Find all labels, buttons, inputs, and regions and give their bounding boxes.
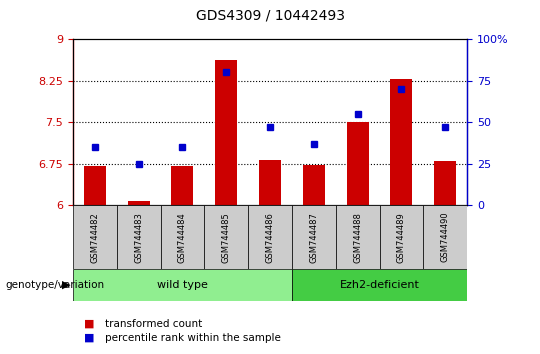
Bar bbox=[292, 205, 336, 269]
Bar bbox=[347, 122, 368, 205]
Bar bbox=[303, 165, 325, 205]
Bar bbox=[172, 166, 193, 205]
Bar bbox=[84, 166, 106, 205]
Text: GSM744485: GSM744485 bbox=[222, 212, 231, 263]
Text: GSM744486: GSM744486 bbox=[266, 212, 274, 263]
Bar bbox=[248, 205, 292, 269]
Text: GSM744487: GSM744487 bbox=[309, 212, 318, 263]
Text: GSM744482: GSM744482 bbox=[90, 212, 99, 263]
Text: GSM744489: GSM744489 bbox=[397, 212, 406, 263]
Text: GSM744490: GSM744490 bbox=[441, 212, 450, 263]
Text: GSM744488: GSM744488 bbox=[353, 212, 362, 263]
Text: wild type: wild type bbox=[157, 280, 208, 290]
Bar bbox=[73, 269, 292, 301]
Bar bbox=[434, 161, 456, 205]
Bar bbox=[380, 205, 423, 269]
Text: genotype/variation: genotype/variation bbox=[5, 280, 105, 290]
Bar bbox=[117, 205, 160, 269]
Bar bbox=[160, 205, 204, 269]
Bar bbox=[423, 205, 467, 269]
Text: GDS4309 / 10442493: GDS4309 / 10442493 bbox=[195, 9, 345, 23]
Bar bbox=[127, 201, 150, 205]
Bar bbox=[292, 269, 467, 301]
Bar bbox=[390, 79, 413, 205]
Bar bbox=[259, 160, 281, 205]
Bar bbox=[215, 60, 237, 205]
Text: ▶: ▶ bbox=[62, 280, 70, 290]
Bar bbox=[336, 205, 380, 269]
Text: ■: ■ bbox=[84, 319, 94, 329]
Text: percentile rank within the sample: percentile rank within the sample bbox=[105, 333, 281, 343]
Text: Ezh2-deficient: Ezh2-deficient bbox=[340, 280, 420, 290]
Bar bbox=[73, 205, 117, 269]
Text: GSM744483: GSM744483 bbox=[134, 212, 143, 263]
Bar bbox=[204, 205, 248, 269]
Text: ■: ■ bbox=[84, 333, 94, 343]
Text: GSM744484: GSM744484 bbox=[178, 212, 187, 263]
Text: transformed count: transformed count bbox=[105, 319, 202, 329]
